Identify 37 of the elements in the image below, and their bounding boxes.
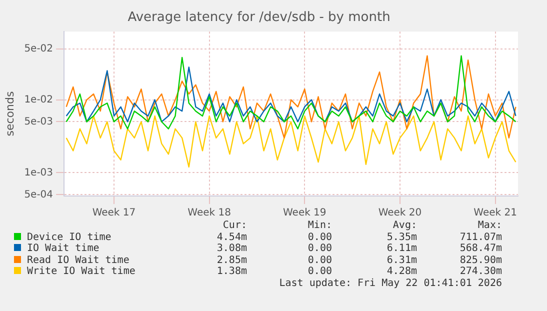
legend-label: Write IO Wait time (27, 266, 136, 277)
text: 4.28m (386, 266, 417, 278)
x-tick-label: Week 21 (474, 208, 517, 219)
legend-label: Read IO Wait time (27, 254, 130, 266)
text: 3.08m (216, 243, 247, 254)
text: 6.11m (386, 243, 417, 254)
legend-label: Device IO time (27, 232, 112, 242)
x-tick-label: Week 17 (92, 208, 136, 219)
x-tick-label: Week 18 (188, 208, 231, 219)
text: 4.54m (216, 232, 247, 243)
x-tick-label: Week 19 (282, 208, 326, 219)
text: 825.90m (458, 254, 502, 266)
text: Min: (306, 220, 332, 232)
text: Cur: (222, 220, 247, 232)
y-tick-label: 5e-03 (24, 116, 54, 128)
text: 711.07m (458, 232, 502, 243)
y-tick-label: 1e-02 (24, 94, 54, 106)
text: 0.00 (306, 232, 332, 243)
text: 1.38m (216, 266, 247, 278)
y-axis-title: seconds (3, 91, 16, 136)
text: 274.30m (458, 266, 502, 278)
x-tick-label: Week 20 (378, 208, 422, 219)
text: Avg: (392, 220, 417, 232)
y-tick-label: 1e-03 (24, 167, 54, 178)
text: Last update: Fri May 22 01:41:01 2026 (278, 278, 502, 289)
y-tick-label: 5e-02 (24, 43, 54, 54)
text: 5.35m (386, 232, 417, 243)
y-tick-label: 5e-04 (24, 189, 54, 200)
text: 6.31m (386, 254, 417, 266)
text: 0.00 (306, 254, 332, 266)
text: 0.00 (306, 243, 332, 254)
chart-title: Average latency for /dev/sdb - by month (128, 10, 390, 26)
legend-label: IO Wait time (27, 243, 100, 254)
text: 568.47m (458, 243, 502, 254)
text: Max: (476, 220, 502, 232)
text: 0.00 (306, 266, 332, 278)
text: 2.85m (216, 254, 247, 266)
